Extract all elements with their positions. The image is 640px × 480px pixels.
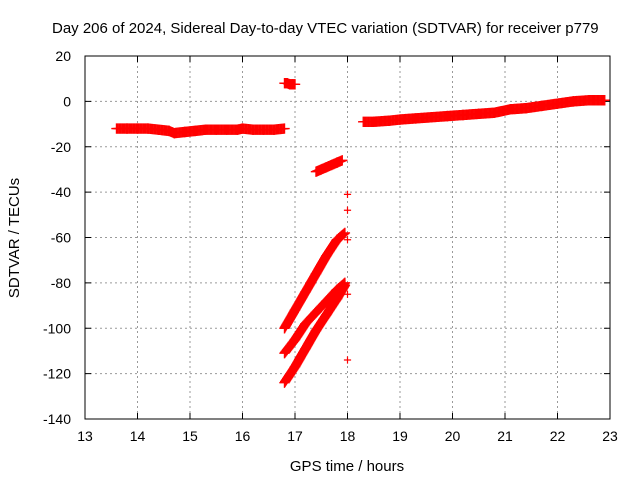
x-tick-label: 19 — [392, 428, 408, 444]
y-axis-label: SDTVAR / TECUs — [6, 178, 23, 298]
y-tick-label: -40 — [51, 184, 71, 200]
data-point — [343, 190, 352, 198]
data-point — [343, 206, 352, 214]
data-point — [343, 356, 352, 364]
data-point — [338, 228, 350, 239]
data-point — [289, 79, 301, 90]
y-tick-label: -20 — [51, 139, 71, 155]
data-point — [343, 236, 352, 244]
data-point — [343, 290, 352, 298]
y-tick-label: -140 — [43, 411, 71, 427]
plot-frame — [84, 55, 611, 420]
series-segment-a — [111, 123, 290, 139]
tick-label-layer: 13 14 15 16 17 18 19 20 21 22 23 20 0 -20 -40 -60 -80 -10… — [43, 48, 618, 444]
data-point — [599, 95, 610, 106]
x-tick-label: 20 — [445, 428, 461, 444]
series-segment-e — [279, 277, 351, 359]
series-segment-d — [279, 227, 351, 334]
series-segment-b — [279, 78, 301, 90]
x-axis-label: GPS time / hours — [290, 458, 404, 475]
y-tick-label: 0 — [63, 93, 71, 109]
x-tick-label: 22 — [550, 428, 566, 444]
series-segment-h — [358, 95, 610, 127]
data-point — [339, 279, 351, 291]
x-tick-label: 13 — [77, 428, 93, 444]
x-tick-label: 17 — [287, 428, 303, 444]
data-point — [339, 227, 351, 239]
x-tick-label: 21 — [497, 428, 513, 444]
data-point — [279, 123, 290, 134]
chart-title: Day 206 of 2024, Sidereal Day-to-day VTE… — [52, 20, 599, 37]
x-tick-label: 14 — [130, 428, 146, 444]
y-tick-label: -100 — [43, 320, 71, 336]
y-tick-label: -80 — [51, 275, 71, 291]
y-tick-label: 20 — [55, 48, 71, 64]
x-tick-label: 16 — [235, 428, 251, 444]
data-mark-layer — [111, 78, 610, 388]
y-tick-label: -60 — [51, 230, 71, 246]
x-tick-label: 15 — [182, 428, 198, 444]
x-tick-label: 18 — [340, 428, 356, 444]
series-segment-g — [343, 190, 352, 364]
series-segment-f — [279, 279, 351, 388]
series-segment-c — [310, 155, 348, 177]
data-point — [337, 155, 348, 166]
data-point — [337, 229, 349, 240]
x-tick-label: 23 — [602, 428, 618, 444]
y-tick-label: -120 — [43, 366, 71, 382]
